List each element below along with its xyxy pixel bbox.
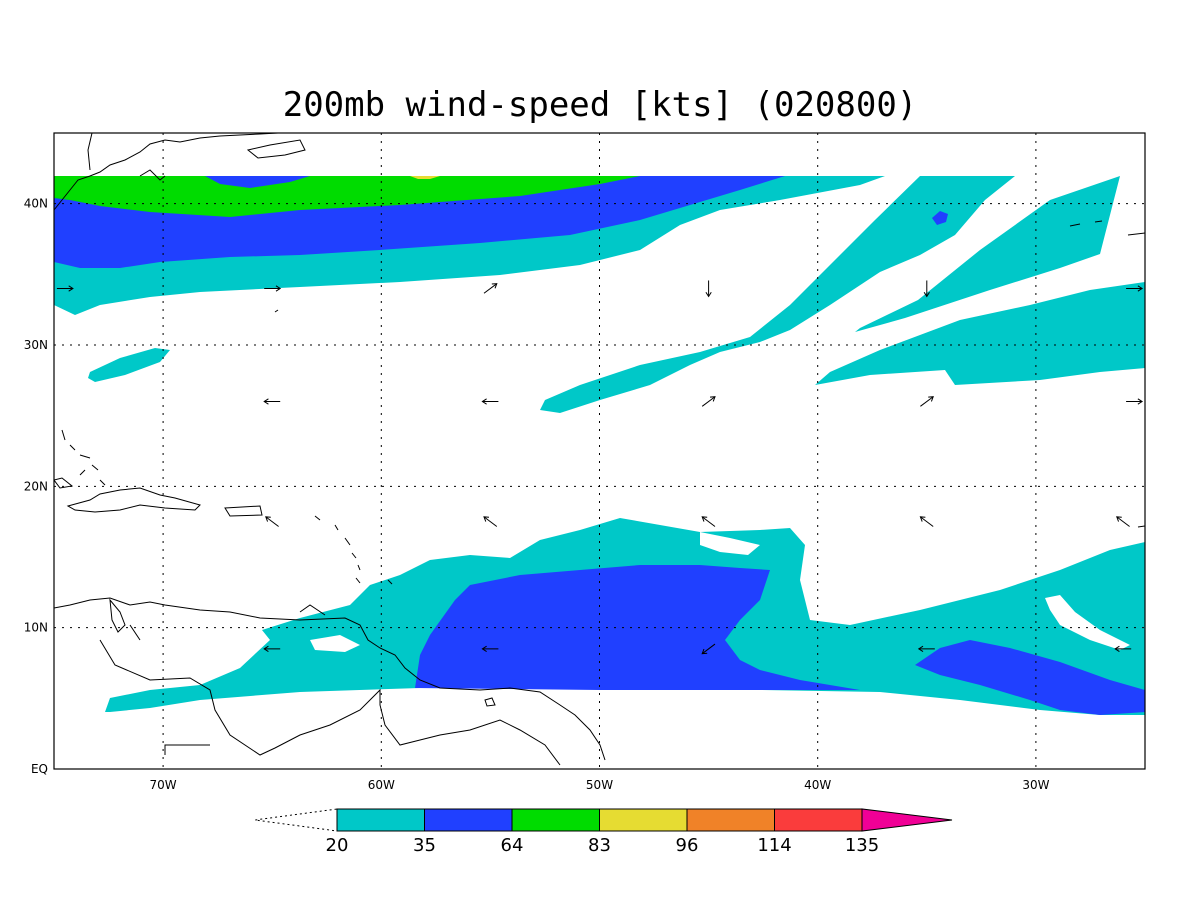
wind-vector (923, 280, 930, 298)
coast-bermuda-area (274, 309, 279, 313)
y-tick-label: 20N (24, 479, 48, 493)
wind-vector (920, 396, 934, 407)
x-tick-labels: 70W 60W 50W 40W 30W (150, 778, 1050, 792)
x-tick-label: 40W (804, 778, 831, 792)
shade-20-east-band (815, 282, 1145, 385)
shade-none-hole-2 (1045, 595, 1130, 650)
colorbar-label: 114 (757, 835, 791, 856)
wind-vector (701, 516, 716, 527)
shade-83-north-core (410, 176, 440, 179)
shade-20-ne-band (855, 176, 1120, 332)
shade-none-hole-1 (700, 532, 760, 555)
coast-north-america (54, 133, 306, 211)
colorbar-swatch (511, 808, 600, 832)
colorbar-label: 20 (326, 835, 349, 856)
shade-64-north-jet (54, 176, 640, 217)
wind-vector (483, 283, 498, 294)
coast-puerto-rico (224, 505, 263, 517)
wind-vector (481, 645, 499, 652)
wind-vector (263, 645, 281, 652)
wind-vector (264, 285, 282, 292)
colorbar-label: 64 (501, 835, 524, 856)
coast-bahamas (61, 429, 106, 486)
shade-35-south-east (915, 640, 1145, 715)
x-tick-label: 60W (368, 778, 395, 792)
shade-20-diagonal-band (540, 176, 1015, 413)
colorbar-swatch (336, 808, 425, 832)
grid-lines (54, 133, 1145, 769)
colorbar-label: 96 (676, 835, 699, 856)
wind-vector (1114, 645, 1132, 652)
colorbar-swatch (424, 808, 513, 832)
colorbar-swatch (599, 808, 688, 832)
coast-south-america (54, 597, 606, 761)
colorbar-swatch (686, 808, 775, 832)
plot-frame (53, 132, 1146, 770)
y-tick-label: 40N (24, 197, 48, 211)
y-tick-label: 30N (24, 338, 48, 352)
wind-vector (265, 516, 279, 527)
shade-35-north-core (205, 176, 310, 188)
coast-hispaniola (66, 487, 201, 513)
wind-vector (705, 280, 712, 298)
x-tick-label: 30W (1022, 778, 1049, 792)
coastlines (54, 133, 1145, 766)
coast-south-america-interior (99, 639, 561, 766)
wind-vectors (56, 280, 1144, 655)
wind-vector (919, 516, 934, 527)
colorbar: 20 35 64 83 96 114 135 (254, 808, 953, 856)
wind-vector (1116, 516, 1130, 527)
wind-vector (701, 396, 716, 407)
colorbar-label: 83 (588, 835, 611, 856)
wind-vector (263, 398, 281, 405)
wind-vector (56, 285, 74, 292)
colorbar-low-extension (254, 808, 338, 832)
y-tick-label: EQ (31, 762, 48, 776)
wind-vector (483, 516, 498, 527)
x-tick-label: 70W (150, 778, 177, 792)
wind-vector (701, 643, 716, 655)
wind-vector (1126, 285, 1144, 292)
x-tick-label: 50W (586, 778, 613, 792)
colorbar-label: 135 (845, 835, 879, 856)
shade-35-diagonal-spot (932, 211, 948, 225)
coast-lesser-antilles (314, 515, 393, 585)
shade-20-west-patch (88, 348, 170, 382)
wind-vector (917, 645, 935, 652)
coast-cape-verde (1137, 525, 1145, 528)
wind-vector (1126, 398, 1144, 405)
y-tick-labels: EQ 10N 20N 30N 40N (24, 197, 48, 776)
wind-speed-shading (54, 176, 1145, 769)
colorbar-label: 35 (413, 835, 436, 856)
map-title: 200mb wind-speed [kts] (020800) (283, 85, 918, 125)
y-tick-label: 10N (24, 621, 48, 635)
coast-azores (1069, 220, 1145, 236)
shade-35-south-region (415, 565, 860, 690)
shade-none-hole-3 (310, 635, 360, 652)
wind-vector (481, 398, 499, 405)
colorbar-swatch (774, 808, 863, 832)
colorbar-high-extension (861, 808, 953, 832)
